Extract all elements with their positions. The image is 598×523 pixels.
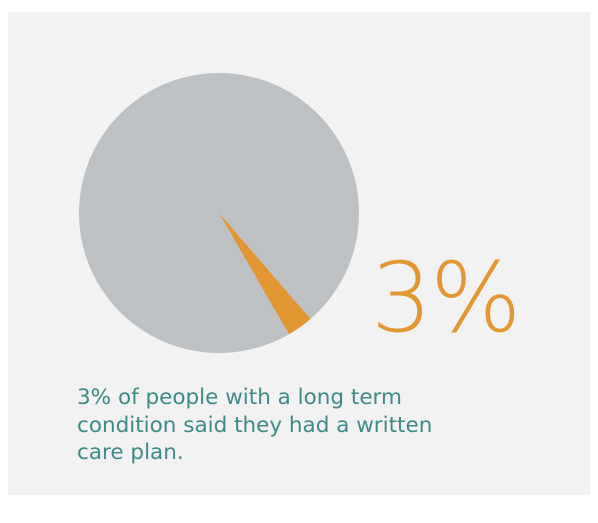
pie-slice-care-plan bbox=[219, 213, 311, 335]
caption-line-3: care plan. bbox=[77, 440, 184, 465]
caption-text: 3% of people with a long term condition … bbox=[77, 384, 547, 467]
caption-line-2: condition said they had a written bbox=[77, 412, 433, 438]
infographic-card: 3% 3% of people with a long term conditi… bbox=[8, 12, 590, 495]
highlight-percentage: 3% bbox=[371, 242, 521, 354]
pie-chart bbox=[79, 73, 359, 353]
caption-line-1: 3% of people with a long term bbox=[77, 385, 402, 410]
